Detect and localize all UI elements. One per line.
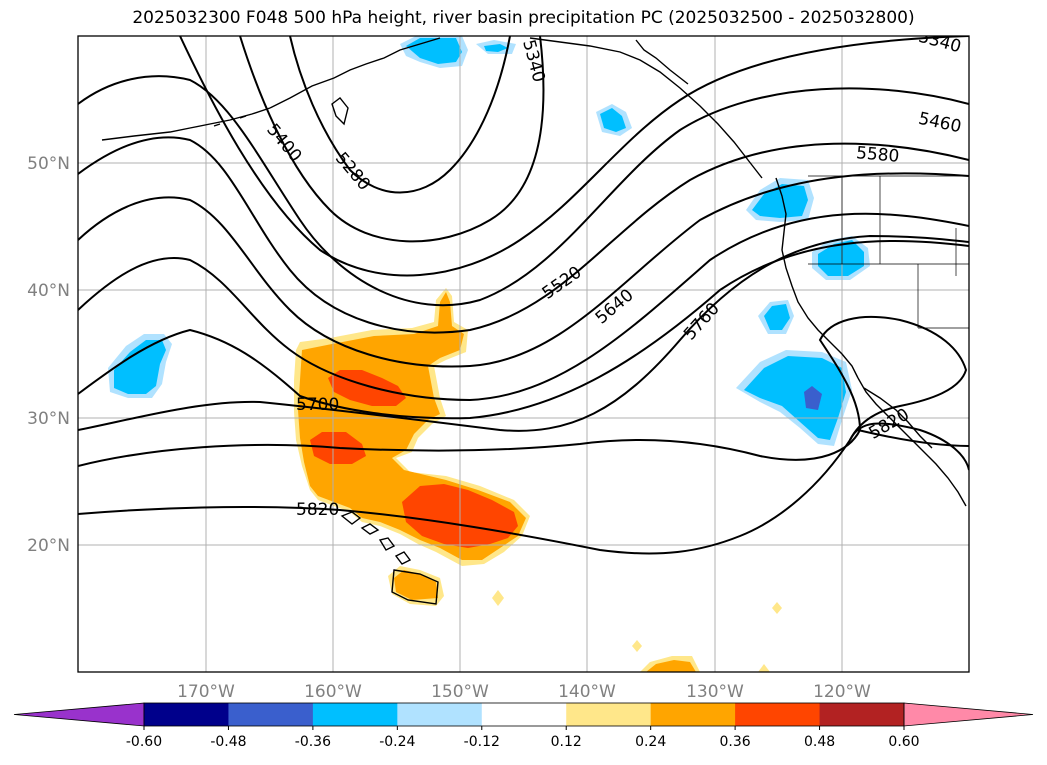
borders (808, 175, 969, 329)
contour-5280 (289, 36, 511, 194)
colorbar-swatch (312, 703, 398, 726)
lon-label-170w: 170°W (177, 682, 235, 702)
gridlines (78, 36, 969, 672)
colorbar-tick-label: 0.12 (551, 734, 582, 750)
contour-5820 (78, 316, 968, 467)
lat-label-20n: 20°N (27, 536, 70, 556)
negative-anomaly-alaska-2-inner (484, 44, 508, 52)
contour-5640 (78, 212, 969, 402)
positive-dot-3 (492, 590, 504, 606)
colorbar-swatch (228, 703, 314, 726)
map-frame (77, 35, 970, 673)
contour-5760 (78, 234, 969, 432)
colorbar-swatch (144, 703, 229, 726)
contour-label: 5820 (296, 500, 339, 520)
colorbar-tick-label: -0.60 (126, 734, 162, 750)
colorbar-tick-label: -0.12 (464, 734, 500, 750)
contour-5820-lower (78, 422, 969, 555)
lat-label-50n: 50°N (27, 154, 70, 174)
lat-label-40n: 40°N (27, 281, 70, 301)
contour-5580 (78, 172, 969, 368)
colorbar-tick-label: 0.24 (635, 734, 666, 750)
height-contours (78, 36, 969, 555)
colorbar-swatch (650, 703, 736, 726)
coastlines (101, 37, 967, 605)
colorbar-tick-label: -0.24 (379, 734, 415, 750)
colorbar-frame (143, 702, 905, 727)
lon-label-160w: 160°W (304, 682, 362, 702)
colorbar-extend-min (13, 702, 145, 727)
colorbar-tick-label: 0.60 (888, 734, 919, 750)
colorbar-tick-label: -0.36 (295, 734, 331, 750)
contour-label: 5700 (296, 395, 339, 415)
negative-anomaly-oregon (752, 184, 808, 218)
colorbar-swatch (397, 703, 483, 726)
contour-5460 (78, 75, 969, 307)
positive-dot-1 (632, 640, 642, 652)
contour-5880-edge (857, 429, 969, 447)
colorbar-tick-label: 0.36 (720, 734, 751, 750)
lon-label-150w: 150°W (431, 682, 489, 702)
positive-anomaly-bottom-inner (646, 660, 696, 672)
negative-anomaly-baja (744, 356, 846, 440)
lon-label-120w: 120°W (813, 682, 871, 702)
lat-labels: 50°N 40°N 30°N 20°N (27, 154, 70, 556)
map-title: 2025032300 F048 500 hPa height, river ba… (132, 8, 915, 28)
precip-shading (108, 36, 870, 672)
colorbar: -0.60 -0.48 -0.36 -0.24 -0.12 0.12 0.24 0.36 0.4… (13, 702, 1034, 750)
negative-anomaly-baja-core (804, 386, 822, 410)
negative-anomaly-west (114, 340, 166, 394)
colorbar-extend-max (903, 702, 1034, 727)
colorbar-tick-label: 0.48 (804, 734, 835, 750)
colorbar-swatch (566, 703, 652, 726)
negative-anomaly-nevada (818, 240, 864, 276)
colorbar-tick-label: -0.48 (210, 734, 246, 750)
lon-labels: 170°W 160°W 150°W 140°W 130°W 120°W (177, 682, 871, 702)
contour-5400 (179, 36, 969, 277)
lat-label-30n: 30°N (27, 409, 70, 429)
contour-5340 (239, 36, 545, 243)
colorbar-swatch (481, 703, 567, 726)
positive-dot-4 (758, 664, 770, 672)
positive-dot-2 (772, 602, 782, 614)
negative-anomaly-gulf (600, 108, 626, 132)
negative-anomaly-cal (764, 304, 790, 330)
contour-label: 5580 (855, 143, 900, 167)
lon-label-130w: 130°W (686, 682, 744, 702)
colorbar-swatch (819, 703, 905, 726)
lon-label-140w: 140°W (558, 682, 616, 702)
colorbar-swatch (735, 703, 821, 726)
contour-5520 (78, 136, 969, 334)
